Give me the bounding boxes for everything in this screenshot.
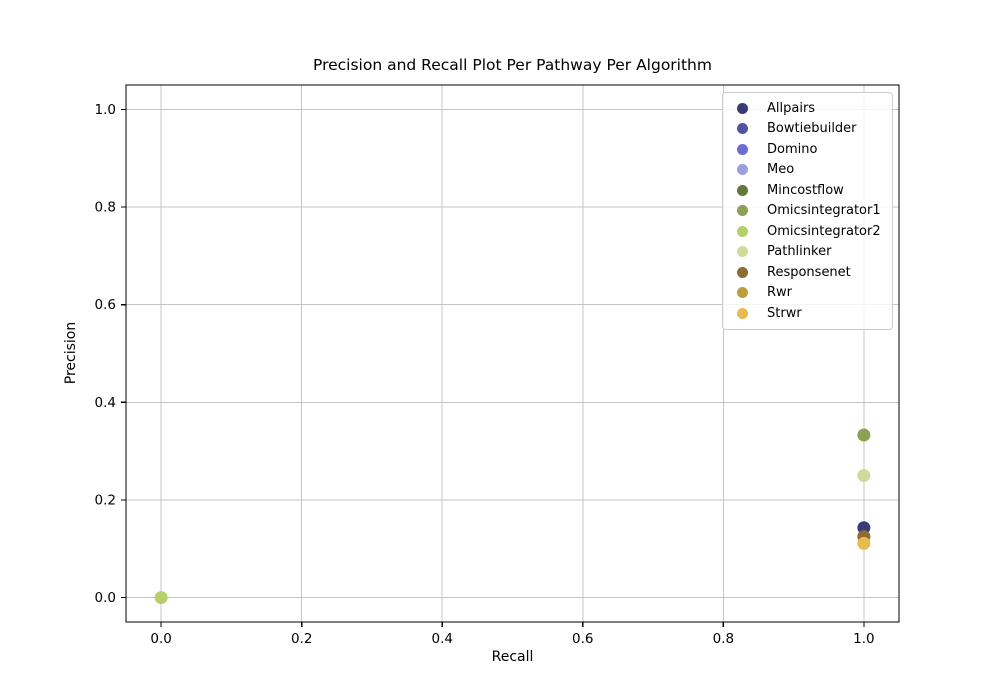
x-tick-label: 0.4: [431, 631, 452, 647]
legend-item-omicsintegrator1: Omicsintegrator1: [723, 201, 892, 222]
legend-label: Rwr: [767, 285, 793, 301]
x-axis-label: Recall: [491, 649, 534, 665]
legend-marker-icon: [737, 102, 748, 114]
legend-label: Pathlinker: [767, 244, 832, 260]
legend-label: Allpairs: [767, 100, 816, 116]
y-tick-label: 0.4: [95, 395, 116, 411]
legend-item-rwr: Rwr: [723, 283, 892, 304]
legend-label: Strwr: [767, 305, 802, 321]
y-tick-label: 0.2: [95, 492, 116, 508]
legend-item-mincostflow: Mincostflow: [723, 180, 892, 201]
y-tick-label: 1.0: [95, 102, 116, 118]
legend: Allpairs Bowtiebuilder Domino Meo Mincostflo…: [722, 92, 893, 330]
legend-label: Omicsintegrator2: [767, 223, 881, 239]
legend-label: Responsenet: [767, 264, 851, 280]
x-tick-label: 0.2: [291, 631, 312, 647]
legend-marker-icon: [737, 123, 748, 135]
legend-marker-icon: [737, 164, 748, 176]
legend-item-pathlinker: Pathlinker: [723, 242, 892, 263]
x-tick-label: 1.0: [853, 631, 874, 647]
legend-item-allpairs: Allpairs: [723, 98, 892, 119]
legend-label: Omicsintegrator1: [767, 203, 881, 219]
legend-item-omicsintegrator2: Omicsintegrator2: [723, 221, 892, 242]
legend-item-bowtiebuilder: Bowtiebuilder: [723, 119, 892, 140]
legend-marker-icon: [737, 266, 748, 278]
legend-marker-icon: [737, 307, 748, 319]
x-tick-label: 0.8: [713, 631, 734, 647]
legend-marker-icon: [737, 205, 748, 217]
y-tick-label: 0.8: [95, 200, 116, 216]
legend-item-meo: Meo: [723, 160, 892, 181]
scatter-point-omicsintegrator2: [154, 591, 168, 605]
legend-label: Domino: [767, 141, 818, 157]
legend-label: Meo: [767, 162, 795, 178]
chart-title: Precision and Recall Plot Per Pathway Pe…: [313, 56, 712, 74]
legend-label: Bowtiebuilder: [767, 121, 857, 137]
y-tick-label: 0.6: [95, 297, 116, 313]
legend-item-responsenet: Responsenet: [723, 262, 892, 283]
legend-marker-icon: [737, 143, 748, 155]
y-tick-label: 0.0: [95, 590, 116, 606]
scatter-point-strwr: [857, 536, 871, 550]
x-tick-label: 0.0: [150, 631, 171, 647]
legend-marker-icon: [737, 287, 748, 299]
legend-marker-icon: [737, 225, 748, 237]
scatter-point-omicsintegrator1: [857, 428, 871, 442]
x-tick-label: 0.6: [572, 631, 593, 647]
legend-item-strwr: Strwr: [723, 303, 892, 324]
scatter-point-pathlinker: [857, 469, 871, 483]
legend-marker-icon: [737, 246, 748, 258]
legend-marker-icon: [737, 184, 748, 196]
legend-item-domino: Domino: [723, 139, 892, 160]
plot-border: [125, 84, 900, 623]
legend-label: Mincostflow: [767, 182, 844, 198]
